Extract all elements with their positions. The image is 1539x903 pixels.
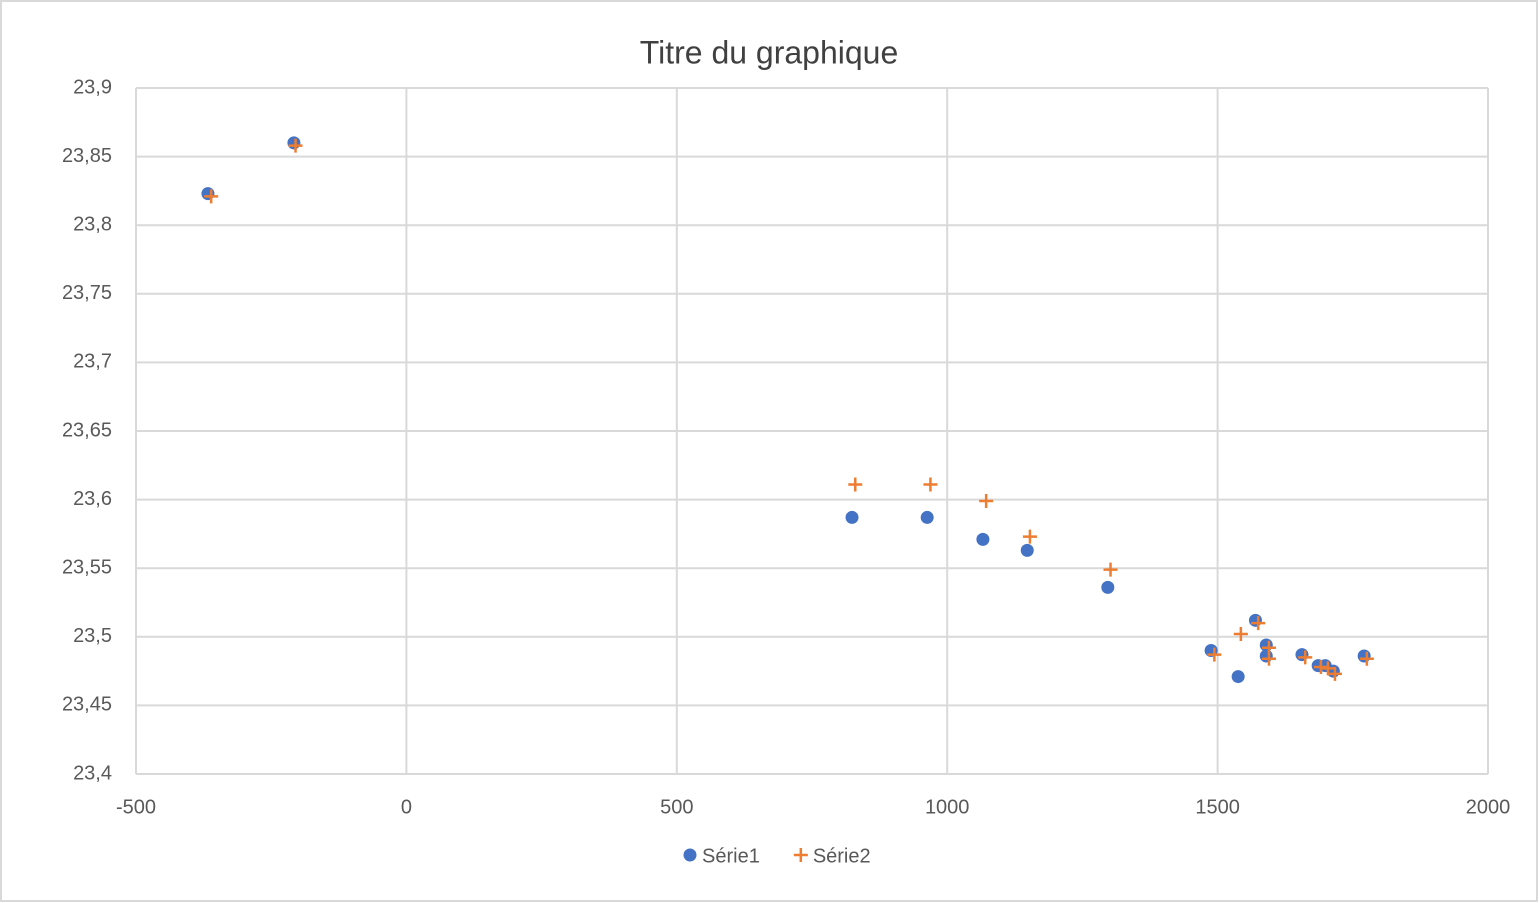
x-tick-label: -500: [116, 796, 156, 818]
chart-title: Titre du graphique: [640, 34, 899, 70]
y-tick-label: 23,65: [62, 419, 112, 441]
y-tick-label: 23,45: [62, 694, 112, 716]
data-point: [1357, 649, 1371, 663]
data-point: [1207, 647, 1222, 662]
legend-label: Série1: [702, 845, 760, 867]
data-point: [201, 187, 215, 201]
data-point: [1251, 616, 1266, 631]
data-point: [1259, 649, 1273, 663]
y-tick-label: 23,75: [62, 282, 112, 304]
data-point: [1233, 627, 1248, 642]
legend-marker: [793, 848, 808, 862]
data-point: [920, 510, 934, 524]
y-tick-label: 23,85: [62, 145, 112, 167]
y-tick-label: 23,8: [73, 213, 112, 235]
data-point: [976, 532, 990, 546]
data-point: [204, 189, 219, 204]
x-tick-label: 500: [660, 796, 693, 818]
data-point: [1103, 562, 1118, 577]
data-point: [288, 138, 303, 153]
y-tick-label: 23,5: [73, 625, 112, 647]
data-point: [1101, 580, 1115, 594]
data-point: [848, 477, 863, 492]
data-point: [1298, 650, 1313, 665]
data-point: [287, 136, 301, 150]
data-point: [1313, 659, 1328, 674]
y-tick-label: 23,9: [73, 76, 112, 98]
x-tick-label: 2000: [1466, 796, 1511, 818]
data-point: [1020, 543, 1034, 557]
x-tick-label: 1000: [925, 796, 970, 818]
y-tick-label: 23,55: [62, 556, 112, 578]
legend-label: Série2: [813, 845, 871, 867]
data-point: [1295, 648, 1309, 662]
x-tick-label: 1500: [1195, 796, 1240, 818]
data-point: [845, 510, 859, 524]
data-point: [1359, 651, 1374, 666]
y-tick-label: 23,7: [73, 351, 112, 373]
data-point: [1327, 666, 1342, 681]
y-tick-label: 23,6: [73, 488, 112, 510]
data-point: [1261, 651, 1276, 666]
x-tick-label: 0: [401, 796, 412, 818]
data-point: [979, 493, 994, 508]
data-point: [1231, 670, 1245, 684]
data-point: [1022, 529, 1037, 544]
y-tick-label: 23,4: [73, 762, 112, 784]
legend-marker: [683, 848, 697, 862]
data-point: [1248, 613, 1262, 627]
data-point: [923, 477, 938, 492]
data-point: [1320, 661, 1335, 676]
